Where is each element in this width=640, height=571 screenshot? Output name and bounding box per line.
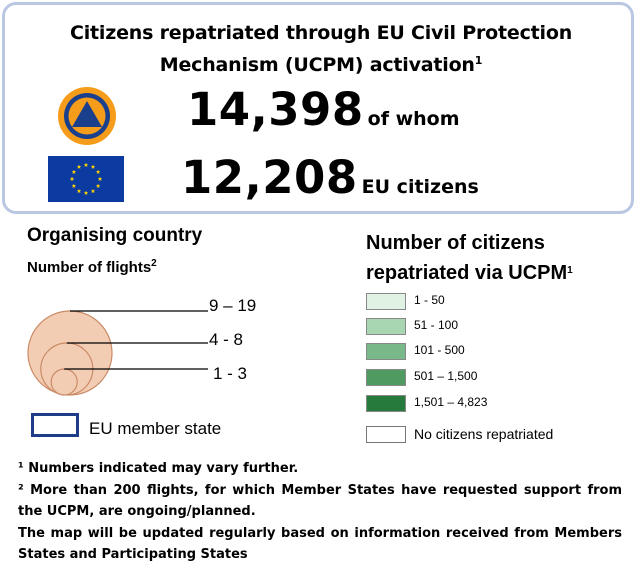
no-citizens-label: No citizens repatriated	[414, 426, 554, 442]
total-suffix: of whom	[367, 108, 460, 130]
flag-star	[90, 188, 96, 194]
flag-star	[76, 188, 82, 194]
flag-star	[97, 176, 103, 181]
eu-member-swatch	[31, 413, 79, 437]
citizens-footnote-marker: 1	[567, 265, 573, 276]
flights-circle-small	[50, 368, 78, 396]
flag-star	[76, 164, 82, 169]
flag-star	[83, 190, 89, 195]
eu-citizens-value: 12,208	[181, 151, 358, 204]
civil-protection-emblem-icon	[58, 87, 116, 145]
no-citizens-swatch	[366, 426, 406, 443]
footnote-3: The map will be updated regularly based …	[18, 525, 622, 563]
flag-star	[71, 183, 77, 188]
panel-title: Citizens repatriated through EU Civil Pr…	[5, 19, 637, 79]
legend-swatch	[366, 318, 406, 335]
legend-label: 51 - 100	[414, 318, 459, 332]
legend-swatch	[366, 293, 406, 310]
legend-swatch	[366, 343, 406, 360]
total-row: 14,398 of whom	[187, 83, 460, 136]
total-value: 14,398	[187, 83, 364, 136]
legend-swatch	[366, 395, 406, 412]
eu-citizens-suffix: EU citizens	[361, 176, 479, 198]
flag-star	[95, 183, 101, 188]
legend-label: 1 - 50	[414, 293, 445, 307]
eu-flag-icon	[48, 156, 124, 202]
organising-heading: Organising country	[27, 225, 203, 246]
flights-footnote-marker: 2	[151, 258, 157, 269]
title-line-2-text: Mechanism (UCPM) activation	[159, 54, 475, 76]
range-label-small: 1 - 3	[213, 364, 248, 383]
citizens-heading-line-2-text: repatriated via UCPM	[366, 262, 568, 284]
legend-label: 1,501 – 4,823	[414, 395, 488, 409]
summary-panel: Citizens repatriated through EU Civil Pr…	[2, 2, 634, 214]
citizens-heading-line-2: repatriated via UCPM1	[366, 257, 573, 287]
range-label-medium: 4 - 8	[209, 330, 244, 349]
citizens-heading-line-1: Number of citizens	[366, 232, 545, 254]
flights-circle-legend	[27, 310, 208, 396]
flag-star	[90, 164, 96, 169]
title-line-2: Mechanism (UCPM) activation1	[5, 47, 637, 79]
footnote-2: ² More than 200 flights, for which Membe…	[18, 482, 622, 520]
eu-member-label: EU member state	[89, 419, 222, 438]
citizens-legend-heading: Number of citizens repatriated via UCPM1	[366, 229, 573, 287]
legend-swatch	[366, 369, 406, 386]
flag-star	[71, 169, 77, 174]
flights-subheading-text: Number of flights	[27, 259, 152, 276]
title-line-1: Citizens repatriated through EU Civil Pr…	[69, 22, 573, 44]
title-footnote-marker: 1	[474, 54, 483, 67]
eu-citizens-row: 12,208 EU citizens	[181, 151, 479, 204]
legend-label: 501 – 1,500	[414, 369, 478, 383]
flag-star	[95, 169, 101, 174]
range-label-large: 9 – 19	[209, 296, 257, 315]
footnotes: ¹ Numbers indicated may vary further. ² …	[18, 458, 622, 566]
flag-star	[83, 162, 89, 167]
flag-star	[69, 176, 75, 181]
legend-label: 101 - 500	[414, 343, 465, 357]
footnote-1: ¹ Numbers indicated may vary further.	[18, 461, 299, 476]
flights-subheading: Number of flights2	[27, 258, 157, 276]
